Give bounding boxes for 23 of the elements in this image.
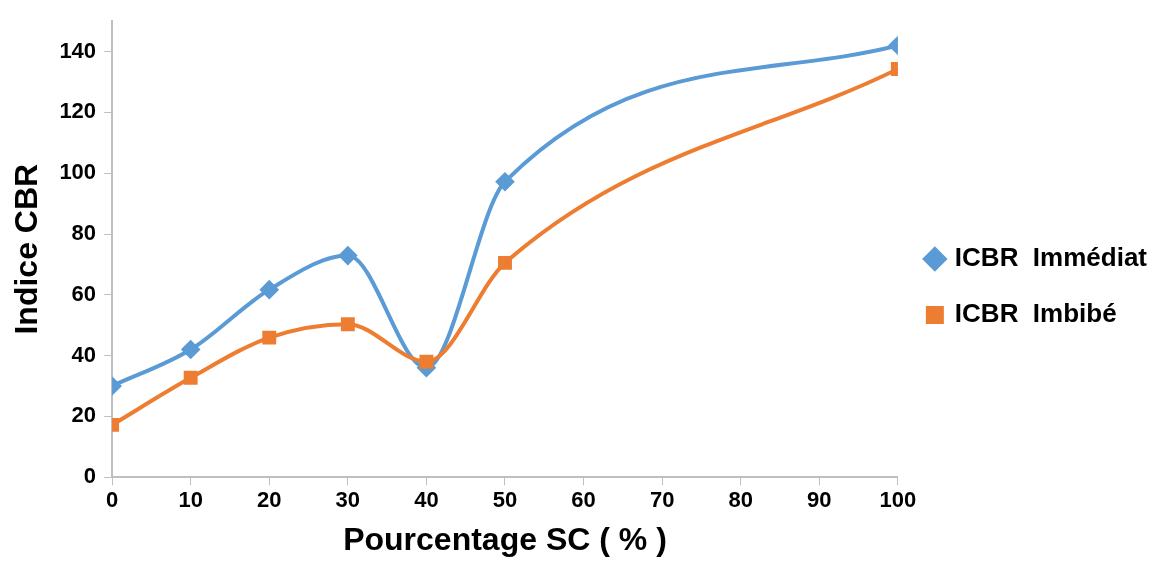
- x-tick-label: 90: [807, 487, 832, 513]
- y-tick-label: 80: [71, 220, 97, 246]
- y-tick-label: 140: [59, 37, 97, 63]
- x-tick-label: 40: [414, 487, 439, 513]
- legend-label: ICBR Immédiat: [954, 242, 1148, 273]
- y-tick-label: 120: [59, 98, 97, 124]
- x-tick-label: 70: [649, 487, 675, 513]
- x-axis-title: Pourcentage SC ( % ): [343, 520, 667, 557]
- y-axis-title: Indice CBR: [8, 163, 45, 335]
- legend-label: ICBR Imbibé: [954, 298, 1117, 329]
- y-tick-label: 0: [83, 463, 97, 489]
- x-tick-label: 10: [178, 487, 203, 513]
- x-tick-label: 0: [105, 487, 119, 513]
- x-tick-label: 50: [492, 487, 518, 513]
- y-tick-label: 40: [71, 341, 97, 367]
- y-tick-label: 60: [71, 280, 97, 306]
- x-tick-label: 30: [335, 487, 361, 513]
- y-tick-label: 100: [59, 159, 97, 185]
- y-tick-label: 20: [71, 402, 97, 428]
- x-tick-label: 60: [571, 487, 596, 513]
- x-tick-label: 80: [728, 487, 753, 513]
- x-tick-label: 100: [879, 487, 917, 513]
- x-tick-label: 20: [257, 487, 282, 513]
